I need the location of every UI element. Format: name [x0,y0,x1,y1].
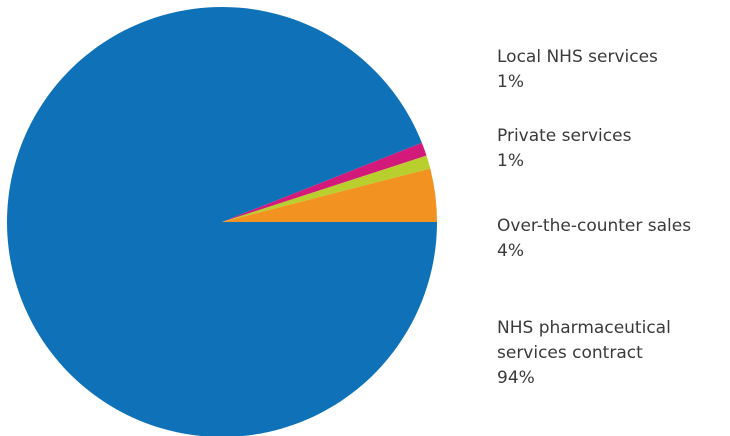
slice-nhs-pharmaceutical-services-contract [7,6,437,436]
legend-label-nhs-pharmaceutical-services-contract: NHS pharmaceutical services contract 94% [497,316,671,391]
legend-name-nhs-pharmaceutical-line-2: services contract [497,343,643,363]
legend-percent-local-nhs-services: 1% [497,72,524,92]
legend-percent-over-the-counter-sales: 4% [497,241,524,261]
legend-label-private-services: Private services 1% [497,124,631,174]
legend-name-over-the-counter-sales: Over-the-counter sales [497,216,692,236]
legend-name-nhs-pharmaceutical-line-1: NHS pharmaceutical [497,318,671,338]
legend-label-over-the-counter-sales: Over-the-counter sales 4% [497,214,691,264]
legend-name-private-services: Private services [497,126,632,146]
slice-over-the-counter-sales [222,168,437,222]
slice-private-services [222,155,431,222]
legend-name-local-nhs-services: Local NHS services [497,47,658,67]
legend-percent-private-services: 1% [497,151,524,171]
slice-local-nhs-services [222,142,427,222]
legend-label-local-nhs-services: Local NHS services 1% [497,45,658,95]
legend-percent-nhs-pharmaceutical-services-contract: 94% [497,368,535,388]
